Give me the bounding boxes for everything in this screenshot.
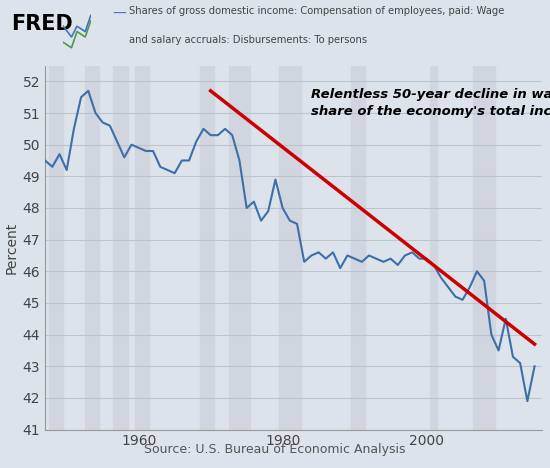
Text: Shares of gross domestic income: Compensation of employees, paid: Wage: Shares of gross domestic income: Compens… xyxy=(129,6,505,16)
Bar xyxy=(286,66,301,430)
Bar xyxy=(279,66,286,430)
Bar xyxy=(351,66,365,430)
Text: FRED: FRED xyxy=(11,14,73,34)
Text: Relentless 50-year decline in wages'
share of the economy's total income.: Relentless 50-year decline in wages' sha… xyxy=(311,88,550,117)
Bar xyxy=(85,66,99,430)
Text: Source: U.S. Bureau of Economic Analysis: Source: U.S. Bureau of Economic Analysis xyxy=(144,443,406,456)
Bar xyxy=(474,66,495,430)
Y-axis label: Percent: Percent xyxy=(4,221,19,274)
Bar xyxy=(113,66,128,430)
Bar xyxy=(430,66,437,430)
Bar xyxy=(200,66,215,430)
Text: and salary accruals: Disbursements: To persons: and salary accruals: Disbursements: To p… xyxy=(129,35,367,45)
Bar xyxy=(49,66,63,430)
Bar xyxy=(135,66,150,430)
Text: —: — xyxy=(113,7,127,21)
Bar xyxy=(229,66,250,430)
